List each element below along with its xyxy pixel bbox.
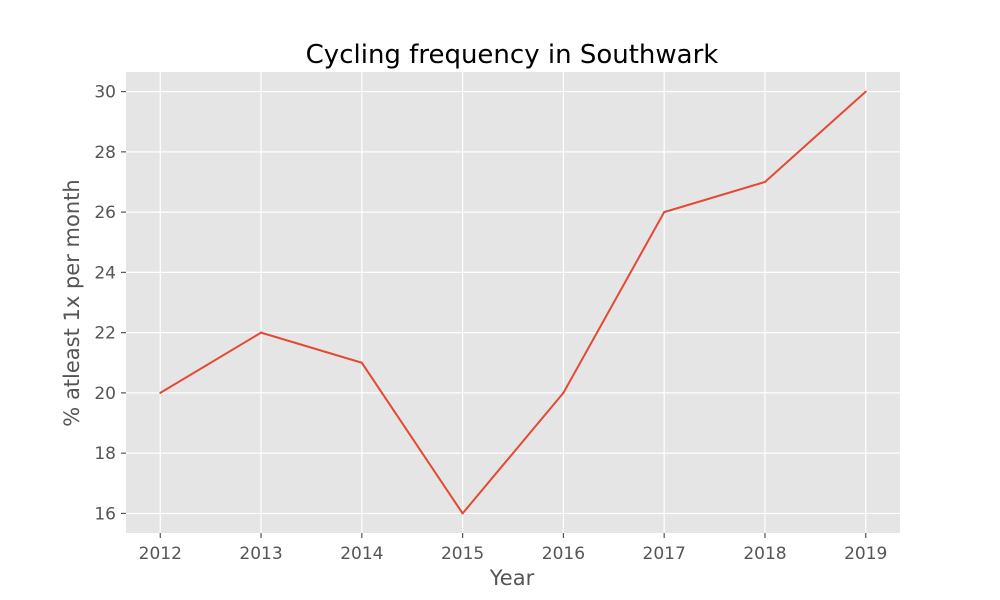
- data-point: [663, 211, 666, 214]
- data-point: [360, 361, 363, 364]
- y-tick-label: 22: [94, 324, 116, 344]
- y-tick-label: 20: [94, 384, 116, 404]
- y-tick-label: 28: [94, 143, 116, 163]
- y-axis-label: % atleast 1x per month: [60, 179, 84, 426]
- data-point: [159, 391, 162, 394]
- x-tick-label: 2017: [643, 544, 686, 564]
- x-tick-label: 2016: [542, 544, 585, 564]
- chart-title: Cycling frequency in Southwark: [306, 40, 719, 70]
- data-point: [864, 90, 867, 93]
- grid-lines: [126, 72, 900, 533]
- x-tick-label: 2018: [743, 544, 786, 564]
- data-point: [562, 391, 565, 394]
- y-axis-ticks: 16 18 20 22 24 26 28 30: [94, 83, 126, 524]
- data-point: [461, 512, 464, 515]
- x-axis-label: Year: [489, 566, 535, 590]
- series-group: [159, 90, 867, 515]
- series-line: [159, 90, 867, 515]
- y-tick-label: 18: [94, 444, 116, 464]
- x-tick-label: 2013: [239, 544, 282, 564]
- y-tick-label: 16: [94, 504, 116, 524]
- x-tick-label: 2019: [844, 544, 887, 564]
- x-tick-label: 2015: [441, 544, 484, 564]
- x-tick-label: 2012: [139, 544, 182, 564]
- data-point: [260, 331, 263, 334]
- y-tick-label: 30: [94, 83, 116, 103]
- x-axis-ticks: 2012 2013 2014 2015 2016 2017 2018 2019: [139, 533, 887, 564]
- x-tick-label: 2014: [340, 544, 383, 564]
- plot-area: [126, 72, 900, 533]
- y-tick-label: 26: [94, 203, 116, 223]
- y-tick-label: 24: [94, 263, 116, 283]
- data-point: [763, 180, 766, 183]
